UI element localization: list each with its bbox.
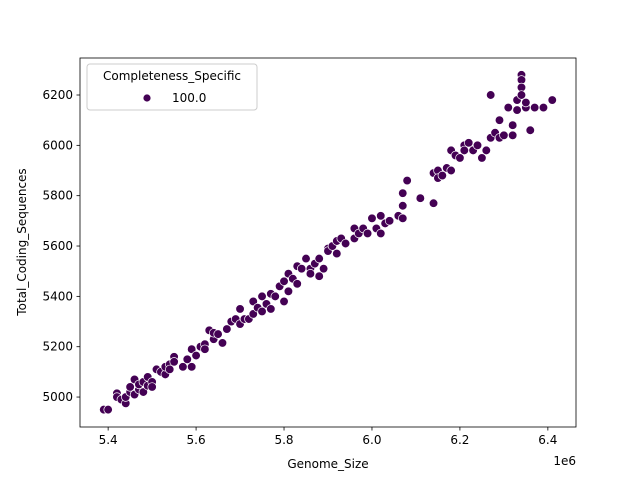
data-point xyxy=(332,248,342,259)
data-point xyxy=(187,362,197,372)
data-point xyxy=(257,291,267,302)
data-point xyxy=(169,357,179,367)
x-tick-label: 5.6 xyxy=(187,433,206,447)
data-point xyxy=(367,213,377,223)
data-point xyxy=(257,306,267,317)
data-point xyxy=(305,269,316,279)
data-point xyxy=(222,324,232,334)
y-tick-label: 6200 xyxy=(42,88,73,102)
data-point xyxy=(182,354,192,364)
data-point xyxy=(178,362,188,372)
data-point xyxy=(125,382,135,392)
data-point xyxy=(494,115,505,125)
points-layer xyxy=(99,70,557,415)
x-tick-label: 5.8 xyxy=(274,433,293,447)
data-point xyxy=(213,329,223,339)
plot-frame xyxy=(79,57,577,428)
y-tick-label: 5800 xyxy=(42,189,73,203)
data-point xyxy=(499,130,509,140)
data-point xyxy=(398,201,408,211)
data-point xyxy=(314,271,324,281)
x-offset-label: 1e6 xyxy=(553,454,576,468)
data-point xyxy=(103,404,113,415)
data-point xyxy=(464,138,474,148)
x-axis: 5.4 5.6 5.8 6.0 6.2 6.4 xyxy=(99,427,557,447)
x-axis-label: Genome_Size xyxy=(287,457,368,471)
y-axis: 5000 5200 5400 5600 5800 6000 6200 xyxy=(42,88,80,404)
data-point xyxy=(477,153,487,163)
data-point xyxy=(459,145,469,156)
data-point xyxy=(283,286,294,296)
data-point xyxy=(521,97,531,108)
legend-box xyxy=(86,63,258,111)
data-point xyxy=(279,296,289,307)
data-point xyxy=(165,364,175,375)
data-point xyxy=(508,120,518,130)
data-point xyxy=(314,253,324,264)
data-point xyxy=(292,279,302,289)
data-point xyxy=(516,90,527,100)
y-tick-label: 5600 xyxy=(42,239,73,253)
x-tick-label: 5.4 xyxy=(99,433,118,447)
x-tick-label: 6.4 xyxy=(538,433,557,447)
data-point xyxy=(472,140,483,150)
data-point xyxy=(376,228,386,239)
y-tick-label: 5400 xyxy=(42,289,73,303)
y-tick-label: 5200 xyxy=(42,340,73,354)
y-tick-label: 5000 xyxy=(42,390,73,404)
data-point xyxy=(296,264,307,274)
data-point xyxy=(455,153,465,163)
legend: Completeness_Specific 100.0 xyxy=(86,63,258,111)
data-point xyxy=(266,304,276,314)
data-point xyxy=(138,387,148,397)
data-point xyxy=(384,216,395,226)
data-point xyxy=(547,95,557,105)
data-point xyxy=(362,228,373,239)
data-point xyxy=(530,102,540,113)
data-point xyxy=(428,198,439,208)
data-point xyxy=(525,125,535,135)
data-point xyxy=(503,102,513,113)
data-point xyxy=(512,105,522,115)
data-point xyxy=(248,296,258,307)
data-point xyxy=(270,291,280,302)
data-point xyxy=(398,188,408,198)
data-point xyxy=(187,344,197,354)
x-tick-label: 6.0 xyxy=(362,433,381,447)
legend-marker xyxy=(142,93,152,103)
data-point xyxy=(437,170,447,181)
data-point xyxy=(248,309,258,319)
data-point xyxy=(279,276,289,286)
legend-title: Completeness_Specific xyxy=(103,69,241,83)
data-point xyxy=(191,350,201,361)
data-point xyxy=(217,338,228,348)
data-point xyxy=(147,382,157,392)
data-point xyxy=(415,193,425,203)
data-point xyxy=(481,145,491,156)
data-point xyxy=(340,238,351,249)
legend-label: 100.0 xyxy=(172,91,206,105)
data-point xyxy=(398,213,408,223)
data-point xyxy=(402,175,412,186)
data-point xyxy=(538,102,549,113)
data-point xyxy=(486,90,496,100)
data-point xyxy=(508,130,518,140)
data-point xyxy=(200,344,210,354)
y-tick-label: 6000 xyxy=(42,138,73,152)
data-point xyxy=(301,253,311,264)
y-axis-label: Total_Coding_Sequences xyxy=(15,168,29,316)
x-tick-label: 6.2 xyxy=(450,433,469,447)
data-point xyxy=(235,304,245,314)
data-point xyxy=(446,165,456,176)
data-point xyxy=(318,264,329,274)
data-point xyxy=(376,211,386,221)
